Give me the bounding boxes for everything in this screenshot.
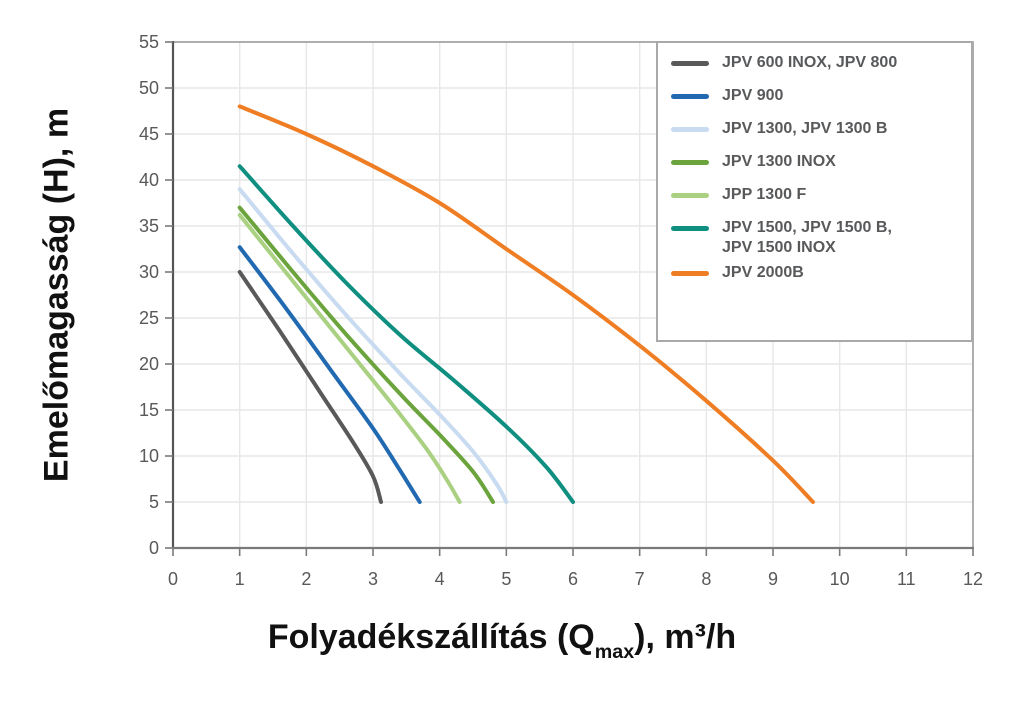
legend-label: JPV 1300, JPV 1300 B [722, 120, 888, 137]
legend-label: JPV 2000B [722, 264, 804, 281]
x-axis-title: Folyadékszállítás (Qmax), m³/h [0, 618, 1004, 664]
x-tick-label: 1 [235, 569, 245, 589]
legend-swatch [671, 271, 709, 276]
legend-swatch [671, 61, 709, 66]
y-tick-label: 25 [139, 308, 159, 328]
legend-swatch [671, 127, 709, 132]
legend-swatch [671, 193, 709, 198]
legend-item: JPV 1500, JPV 1500 B, JPV 1500 INOX [671, 213, 971, 258]
series-curve [237, 213, 462, 504]
y-tick-label: 50 [139, 78, 159, 98]
x-tick-label: 10 [830, 569, 850, 589]
x-tick-label: 3 [368, 569, 378, 589]
y-tick-label: 55 [139, 32, 159, 52]
legend-label: JPP 1300 F [722, 186, 807, 203]
y-tick-label: 45 [139, 124, 159, 144]
legend-label: JPV 1300 INOX [722, 153, 836, 170]
y-tick-label: 20 [139, 354, 159, 374]
legend-item: JPV 900 [671, 81, 971, 114]
legend-item: JPP 1300 F [671, 180, 971, 213]
x-tick-label: 8 [701, 569, 711, 589]
x-tick-label: 12 [963, 569, 983, 589]
series-curve [237, 245, 422, 504]
x-tick-label: 5 [501, 569, 511, 589]
legend-item: JPV 600 INOX, JPV 800 [671, 48, 971, 81]
x-axis-title-prefix: Folyadékszállítás (Q [267, 618, 595, 656]
legend-label: JPV 1500, JPV 1500 B, JPV 1500 INOX [722, 219, 892, 256]
series-curve [237, 270, 383, 504]
legend-swatch [671, 94, 709, 99]
legend-item: JPV 1300, JPV 1300 B [671, 114, 971, 147]
legend-item: JPV 1300 INOX [671, 147, 971, 180]
x-tick-label: 9 [768, 569, 778, 589]
x-tick-label: 11 [897, 569, 916, 589]
series-curve [237, 187, 509, 504]
series-curve [237, 164, 575, 504]
legend: JPV 600 INOX, JPV 800 JPV 900 JPV 1300, JP… [656, 41, 973, 342]
y-tick-label: 35 [139, 216, 159, 236]
y-tick-label: 10 [139, 446, 159, 466]
x-tick-label: 2 [301, 569, 311, 589]
legend-swatch [671, 226, 709, 231]
y-tick-label: 15 [139, 400, 159, 420]
y-tick-label: 30 [139, 262, 159, 282]
x-tick-label: 6 [568, 569, 578, 589]
y-axis-title: Emelőmagasság (H), m [37, 107, 76, 483]
x-axis-title-subscript: max [594, 641, 635, 664]
x-tick-label: 0 [168, 569, 178, 589]
legend-item: JPV 2000B [671, 258, 971, 291]
x-tick-label: 7 [635, 569, 645, 589]
legend-swatch [671, 160, 709, 165]
y-tick-label: 5 [149, 492, 159, 512]
legend-label: JPV 600 INOX, JPV 800 [722, 54, 898, 71]
series-curve [237, 205, 495, 504]
x-axis-title-suffix: ), m³/h [634, 618, 737, 656]
series-curve [237, 104, 815, 504]
x-tick-label: 4 [435, 569, 445, 589]
legend-label: JPV 900 [722, 87, 784, 104]
y-tick-label: 0 [149, 538, 159, 558]
y-tick-label: 40 [139, 170, 159, 190]
